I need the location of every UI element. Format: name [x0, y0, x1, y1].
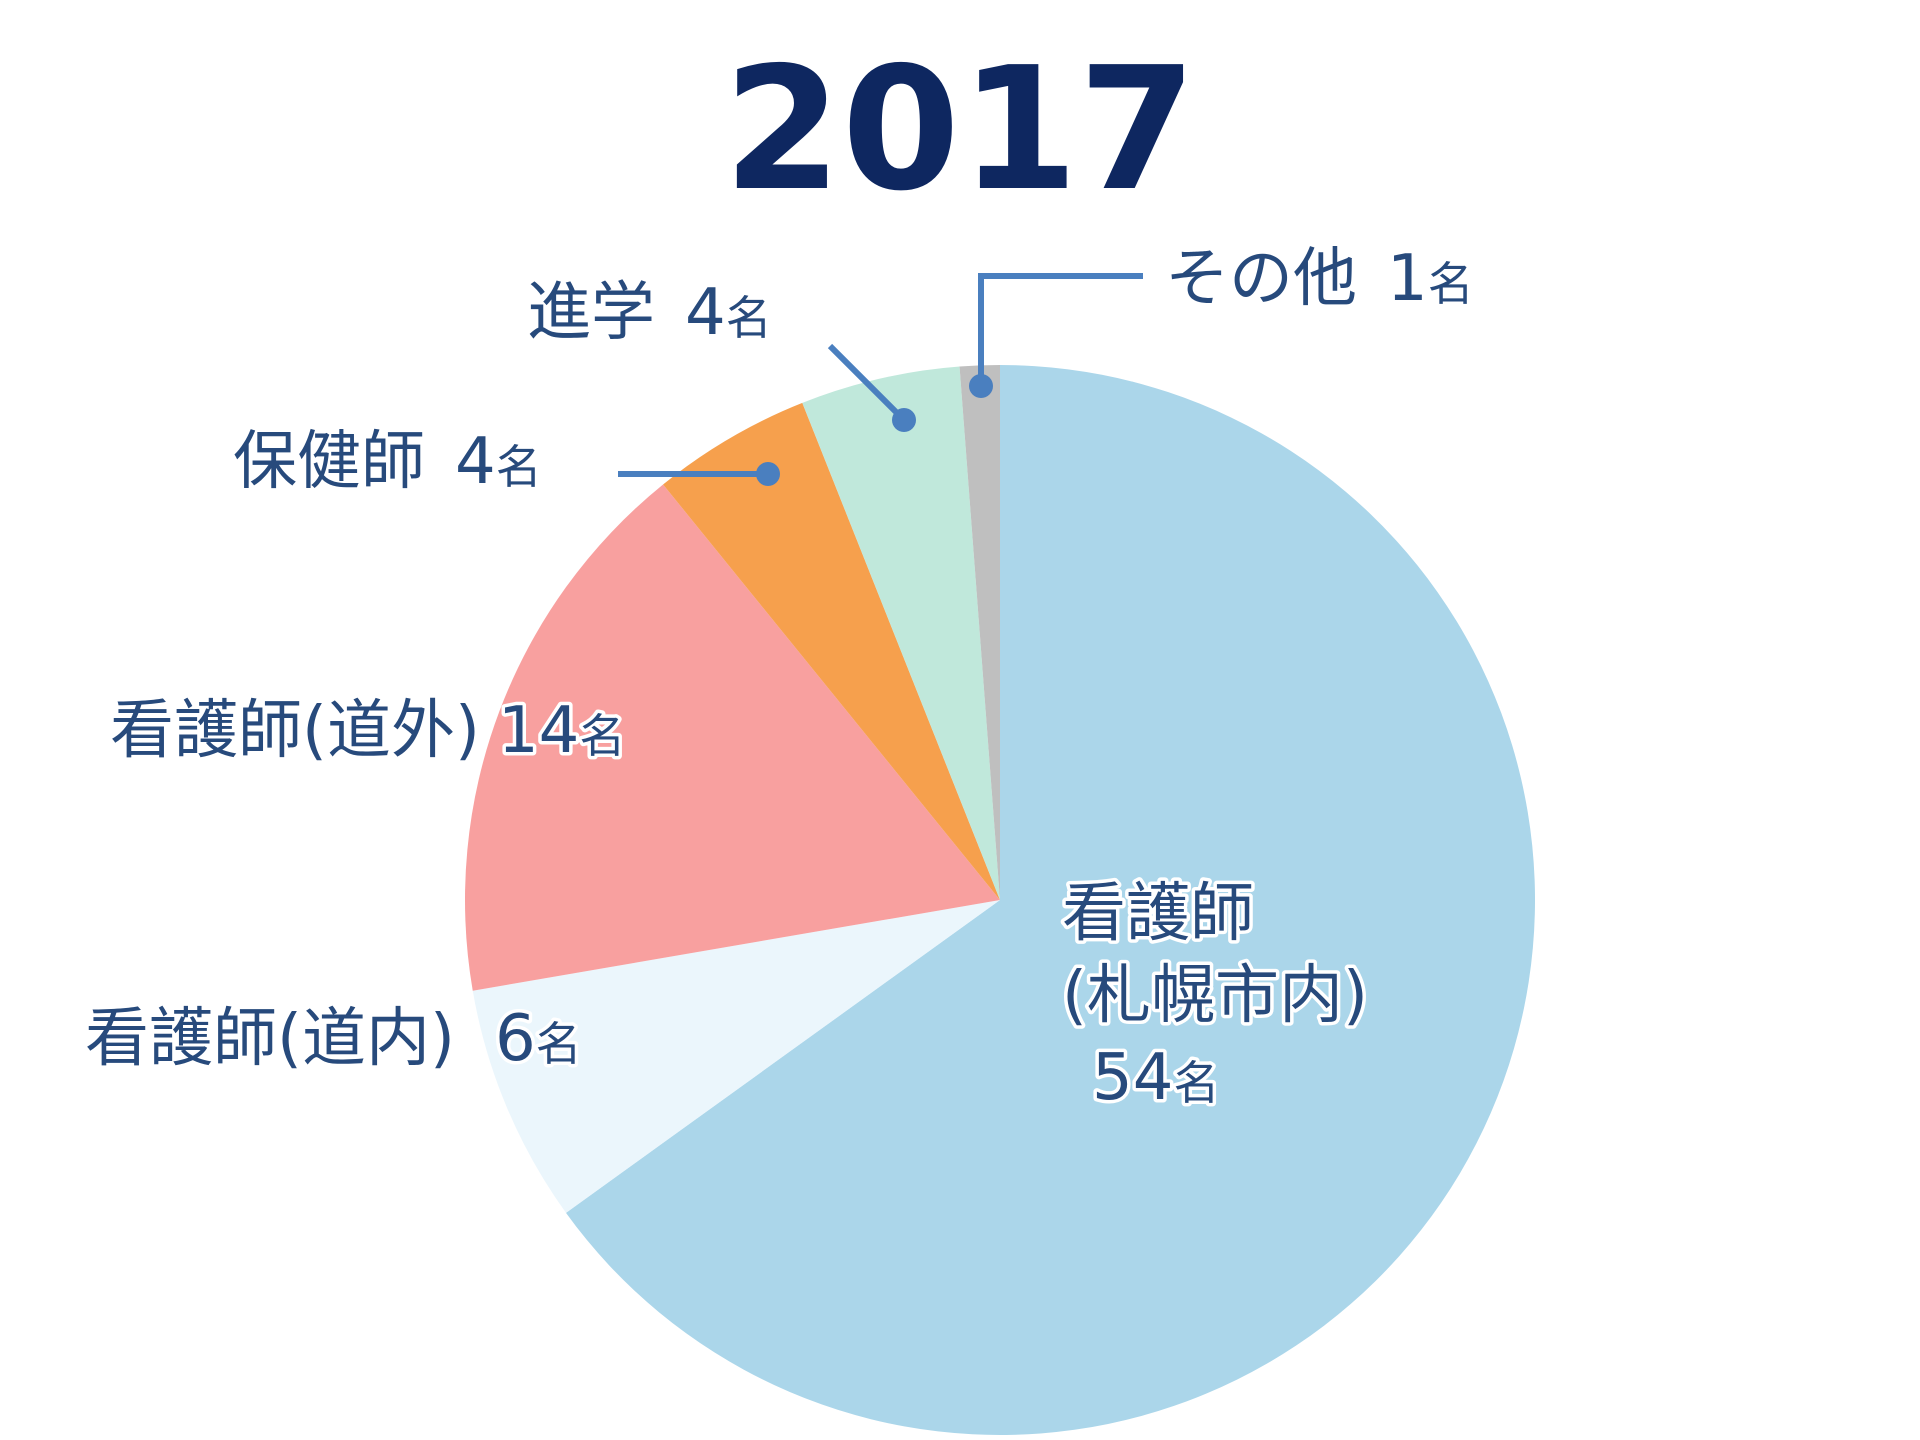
- slice-category-line-1-1: 看護師: [1062, 877, 1254, 951]
- slice-value-2: 6: [495, 1002, 536, 1076]
- slice-unit-5: 名: [726, 291, 772, 345]
- leader-dot-5: [892, 408, 916, 432]
- slice-label-6: その他 1名: [1165, 242, 1474, 316]
- slice-category-3: 看護師(道外): [110, 694, 480, 768]
- pie-slice-4: [663, 402, 1000, 900]
- slice-label-5: 進学 4名: [527, 276, 772, 350]
- leader-line-5: [827, 343, 907, 423]
- slice-label-1: 看護師 (札幌市内) 54名: [1062, 877, 1368, 1115]
- leader-dot-6: [969, 374, 993, 398]
- slice-value-4: 4: [455, 425, 496, 499]
- leader-dot-4: [756, 462, 780, 486]
- slice-unit-4: 名: [496, 440, 542, 494]
- slice-category-6: その他: [1165, 242, 1357, 316]
- slice-label-4: 保健師 4名: [233, 425, 542, 499]
- pie-slices: [464, 365, 1536, 1436]
- pie-slice-6: [959, 365, 1000, 900]
- slice-category-line-1-2: (札幌市内): [1062, 959, 1368, 1033]
- slice-unit-1: 名: [1173, 1056, 1219, 1110]
- slice-value-5: 4: [685, 276, 726, 350]
- leader-line-6: [978, 273, 1143, 386]
- slice-value-1: 54: [1092, 1041, 1173, 1115]
- slice-label-3: 看護師(道外) 14名: [110, 694, 625, 768]
- slice-unit-2: 名: [536, 1017, 582, 1071]
- pie-slice-5: [802, 366, 1000, 900]
- slice-value-3: 14: [498, 694, 579, 768]
- chart-title: 2017: [723, 31, 1196, 229]
- slice-label-2: 看護師(道内) 6名: [85, 1002, 582, 1076]
- leader-lines: [618, 273, 1143, 486]
- pie-slice-2: [472, 900, 1000, 1213]
- slice-category-5: 進学: [527, 276, 655, 350]
- slice-unit-6: 名: [1428, 257, 1474, 311]
- pie-slice-1: [565, 365, 1536, 1436]
- pie-slice-3: [464, 484, 1000, 991]
- slice-category-2: 看護師(道内): [85, 1002, 455, 1076]
- slice-unit-3: 名: [579, 709, 625, 763]
- slice-category-4: 保健師: [233, 425, 425, 499]
- slice-value-6: 1: [1387, 242, 1428, 316]
